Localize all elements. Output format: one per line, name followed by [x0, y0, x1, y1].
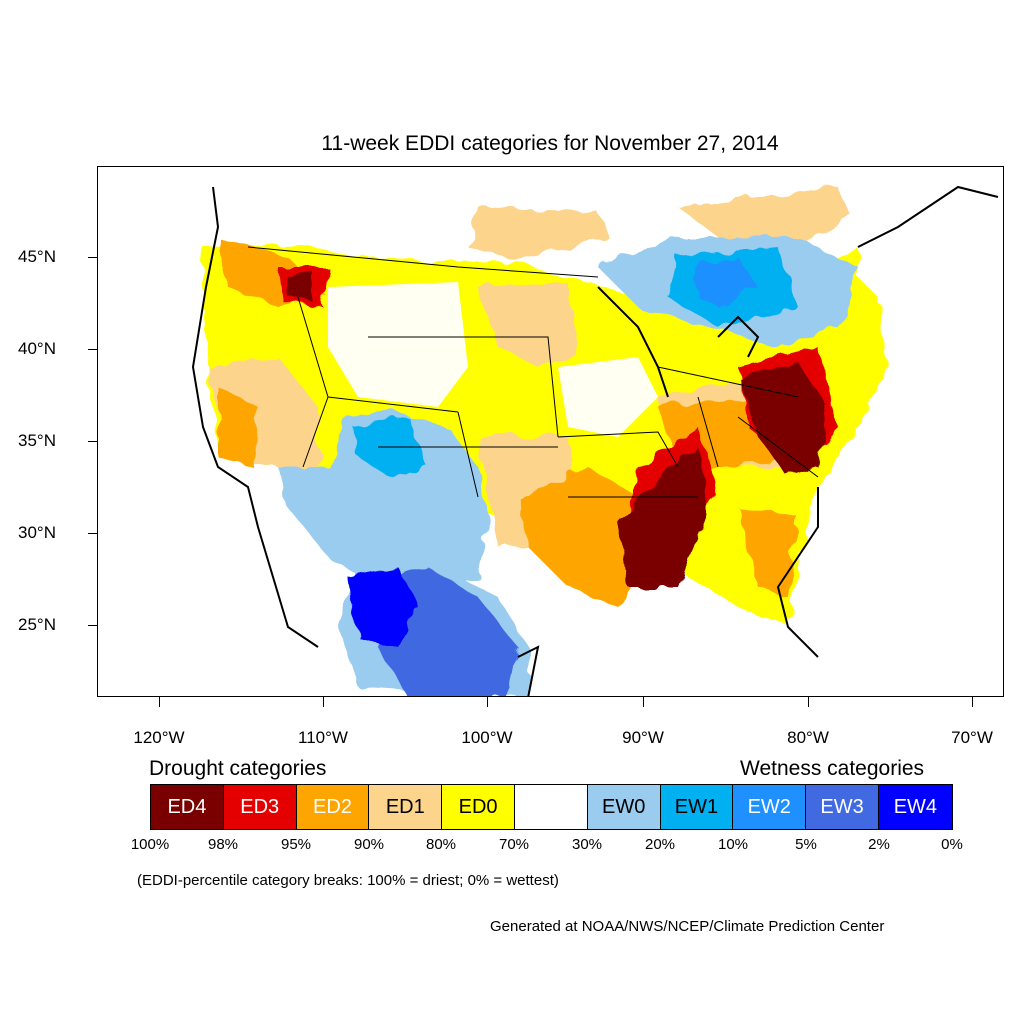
legend-cell-ew4: EW4: [878, 785, 952, 829]
percent-break: 80%: [425, 836, 457, 853]
legend-cell-label: EW1: [674, 795, 719, 818]
eddi-map: [97, 166, 1004, 697]
credit-line: Generated at NOAA/NWS/NCEP/Climate Predi…: [490, 918, 885, 935]
percent-break: 100%: [130, 836, 170, 853]
percent-break: 70%: [498, 836, 530, 853]
y-axis-label: 40°N: [18, 339, 56, 358]
ed4-region: [618, 447, 708, 587]
percent-break: 30%: [571, 836, 603, 853]
y-tick: [88, 533, 97, 534]
y-axis-label: 45°N: [18, 247, 56, 266]
state-borders: [247, 246, 819, 498]
y-tick: [88, 257, 97, 258]
x-tick: [808, 697, 809, 707]
legend-cell-ed0: ED0: [442, 785, 515, 829]
ed2-region: [518, 467, 658, 607]
percent-break: 2%: [868, 836, 890, 853]
drought-heading: Drought categories: [149, 757, 327, 780]
legend-cell-ew0: EW0: [587, 785, 661, 829]
category-note: (EDDI-percentile category breaks: 100% =…: [137, 872, 559, 889]
legend-cell-ed4: ED4: [151, 785, 224, 829]
legend-cell-label: EW3: [820, 795, 864, 818]
legend-cell-label: EW0: [602, 795, 646, 818]
y-axis-label: 30°N: [18, 523, 56, 542]
y-tick: [88, 625, 97, 626]
legend-cell-ew3: EW3: [806, 785, 879, 829]
x-axis-label: 90°W: [622, 728, 664, 747]
y-tick: [88, 349, 97, 350]
percent-break: 10%: [717, 836, 749, 853]
x-tick: [972, 697, 973, 707]
percent-break: 98%: [207, 836, 239, 853]
y-axis-label: 35°N: [18, 431, 56, 450]
legend-cell-label: ED4: [167, 795, 207, 818]
x-tick: [487, 697, 488, 707]
percent-break: 0%: [941, 836, 963, 853]
y-tick: [88, 441, 97, 442]
legend-cell-label: ED3: [240, 795, 280, 818]
x-tick: [643, 697, 644, 707]
legend-cell-normal: [514, 785, 588, 829]
percent-break: 95%: [280, 836, 312, 853]
eddi-map-graphic: [191, 185, 999, 696]
legend-cell-ed2: ED2: [296, 785, 370, 829]
legend-cell-label: ED2: [313, 795, 352, 818]
percent-break: 20%: [644, 836, 676, 853]
legend-cell-ed1: ED1: [369, 785, 443, 829]
x-axis-label: 80°W: [787, 728, 829, 747]
ew4-region: [348, 567, 418, 647]
map-title: 11-week EDDI categories for November 27,…: [321, 132, 779, 155]
ew0-region: [278, 412, 488, 597]
percent-break: 5%: [795, 836, 817, 853]
coastline-lines: [191, 185, 999, 696]
x-tick: [323, 697, 324, 707]
legend-cell-label: ED0: [458, 795, 498, 818]
percent-break: 90%: [353, 836, 385, 853]
x-axis-label: 100°W: [461, 728, 513, 747]
x-axis-label: 70°W: [951, 728, 993, 747]
x-tick: [159, 697, 160, 707]
legend-cell-label: EW2: [747, 795, 791, 818]
legend-cell-ed3: ED3: [223, 785, 297, 829]
category-colorbar: ED4 ED3 ED2 ED1 ED0 EW0 EW1 EW2 EW3 EW4: [150, 784, 953, 830]
legend-cell-label: EW4: [893, 795, 938, 818]
x-axis-label: 110°W: [298, 728, 348, 747]
legend-cell-ew1: EW1: [660, 785, 734, 829]
legend-cell-label: ED1: [385, 795, 425, 818]
x-axis-label: 120°W: [133, 728, 185, 747]
wetness-heading: Wetness categories: [740, 757, 925, 780]
legend-cell-ew2: EW2: [733, 785, 807, 829]
y-axis-label: 25°N: [18, 615, 56, 634]
